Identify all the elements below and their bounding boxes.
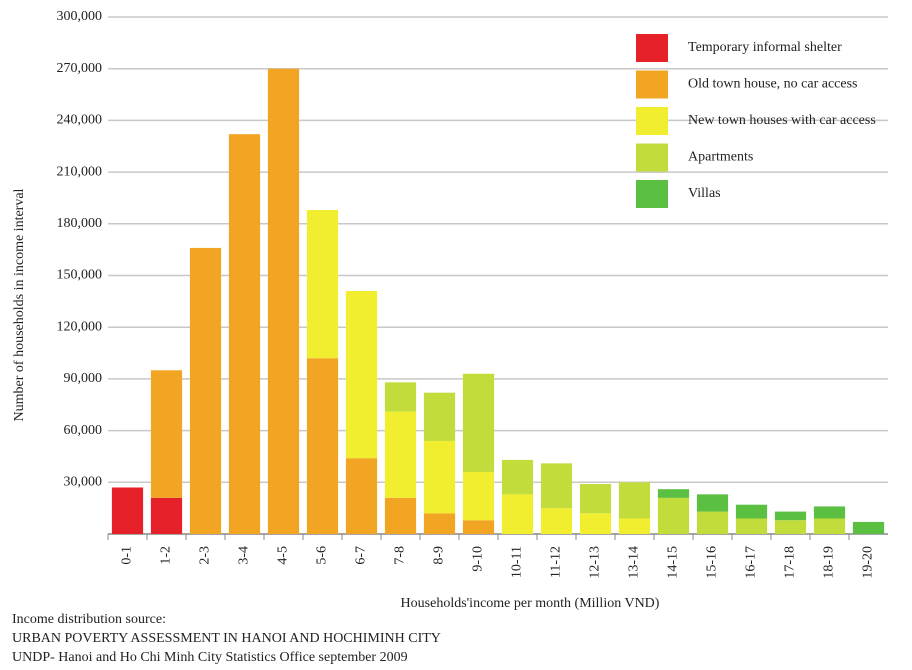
bar-segment [540, 508, 573, 534]
x-tick-label: 1-2 [159, 546, 174, 565]
bar-segment [501, 459, 534, 495]
y-tick-label: 270,000 [57, 61, 103, 76]
x-tick-label: 13-14 [627, 546, 642, 579]
bar-segment [462, 373, 495, 472]
x-tick-label: 12-13 [588, 546, 603, 579]
y-tick-label: 210,000 [57, 164, 103, 179]
bar-segment [423, 392, 456, 441]
y-tick-label: 180,000 [57, 216, 103, 231]
legend-label: Apartments [688, 150, 753, 165]
bar-segment [150, 497, 183, 534]
bar-segment [540, 463, 573, 509]
y-tick-label: 300,000 [57, 9, 103, 24]
bar-segment [579, 484, 612, 514]
legend-swatch [636, 107, 668, 135]
bar-segment [306, 358, 339, 534]
x-tick-label: 18-19 [822, 546, 837, 579]
legend-label: Temporary informal shelter [688, 40, 842, 55]
x-tick-label: 10-11 [510, 546, 525, 578]
x-tick-label: 0-1 [120, 546, 135, 565]
x-tick-label: 9-10 [471, 546, 486, 572]
source-note: URBAN POVERTY ASSESSMENT IN HANOI AND HO… [12, 631, 441, 646]
x-tick-label: 16-17 [744, 546, 759, 579]
x-tick-label: 7-8 [393, 546, 408, 565]
bar-segment [852, 521, 885, 534]
bar-segment [618, 482, 651, 519]
bar-segment [384, 382, 417, 412]
x-tick-label: 17-18 [783, 546, 798, 579]
legend-label: Villas [688, 186, 721, 201]
legend-label: New town houses with car access [688, 113, 876, 128]
bar-segment [501, 494, 534, 534]
x-tick-label: 5-6 [315, 546, 330, 565]
bar-segment [384, 411, 417, 498]
bar-segment [345, 291, 378, 459]
bar-segment [111, 487, 144, 534]
y-tick-label: 240,000 [57, 113, 103, 128]
source-note: Income distribution source: [12, 612, 166, 627]
bar-segment [774, 520, 807, 534]
x-tick-label: 11-12 [549, 546, 564, 578]
bar-segment [267, 68, 300, 534]
y-tick-label: 120,000 [57, 319, 103, 334]
bar-segment [345, 458, 378, 534]
x-tick-label: 6-7 [354, 546, 369, 565]
x-tick-label: 4-5 [276, 546, 291, 565]
bar-segment [774, 511, 807, 521]
bar-segment [306, 210, 339, 359]
bar-segment [813, 518, 846, 534]
y-tick-label: 60,000 [64, 423, 103, 438]
bar-segment [696, 511, 729, 534]
bar-segment [735, 518, 768, 534]
x-tick-label: 2-3 [198, 546, 213, 565]
y-axis-title: Number of households in income interval [12, 188, 27, 421]
bar-segment [423, 440, 456, 514]
bar-segment [228, 134, 261, 535]
y-tick-label: 150,000 [57, 268, 103, 283]
x-tick-label: 14-15 [666, 546, 681, 579]
bar-segment [813, 506, 846, 519]
bar-segment [657, 489, 690, 498]
x-axis-title: Households'income per month (Million VND… [401, 596, 660, 611]
x-tick-label: 15-16 [705, 546, 720, 579]
bar-segment [150, 370, 183, 498]
bar-segment [618, 518, 651, 534]
x-tick-label: 8-9 [432, 546, 447, 565]
bar-segment [579, 513, 612, 534]
bar-segment [423, 513, 456, 534]
legend-swatch [636, 70, 668, 99]
x-tick-label: 19-20 [861, 546, 876, 579]
y-tick-label: 30,000 [64, 475, 103, 490]
y-tick-label: 90,000 [64, 371, 103, 386]
legend-swatch [636, 180, 668, 208]
bar-segment [384, 497, 417, 534]
bar-segment [735, 504, 768, 519]
source-note: UNDP- Hanoi and Ho Chi Minh City Statist… [12, 650, 408, 665]
x-tick-label: 3-4 [237, 546, 252, 565]
bar-segment [462, 471, 495, 521]
bar-segment [189, 247, 222, 534]
legend-label: Old town house, no car access [688, 77, 858, 92]
bar-segment [462, 520, 495, 534]
bar-segment [696, 494, 729, 512]
bar-segment [657, 497, 690, 534]
legend-swatch [636, 34, 668, 62]
legend-swatch [636, 143, 668, 172]
